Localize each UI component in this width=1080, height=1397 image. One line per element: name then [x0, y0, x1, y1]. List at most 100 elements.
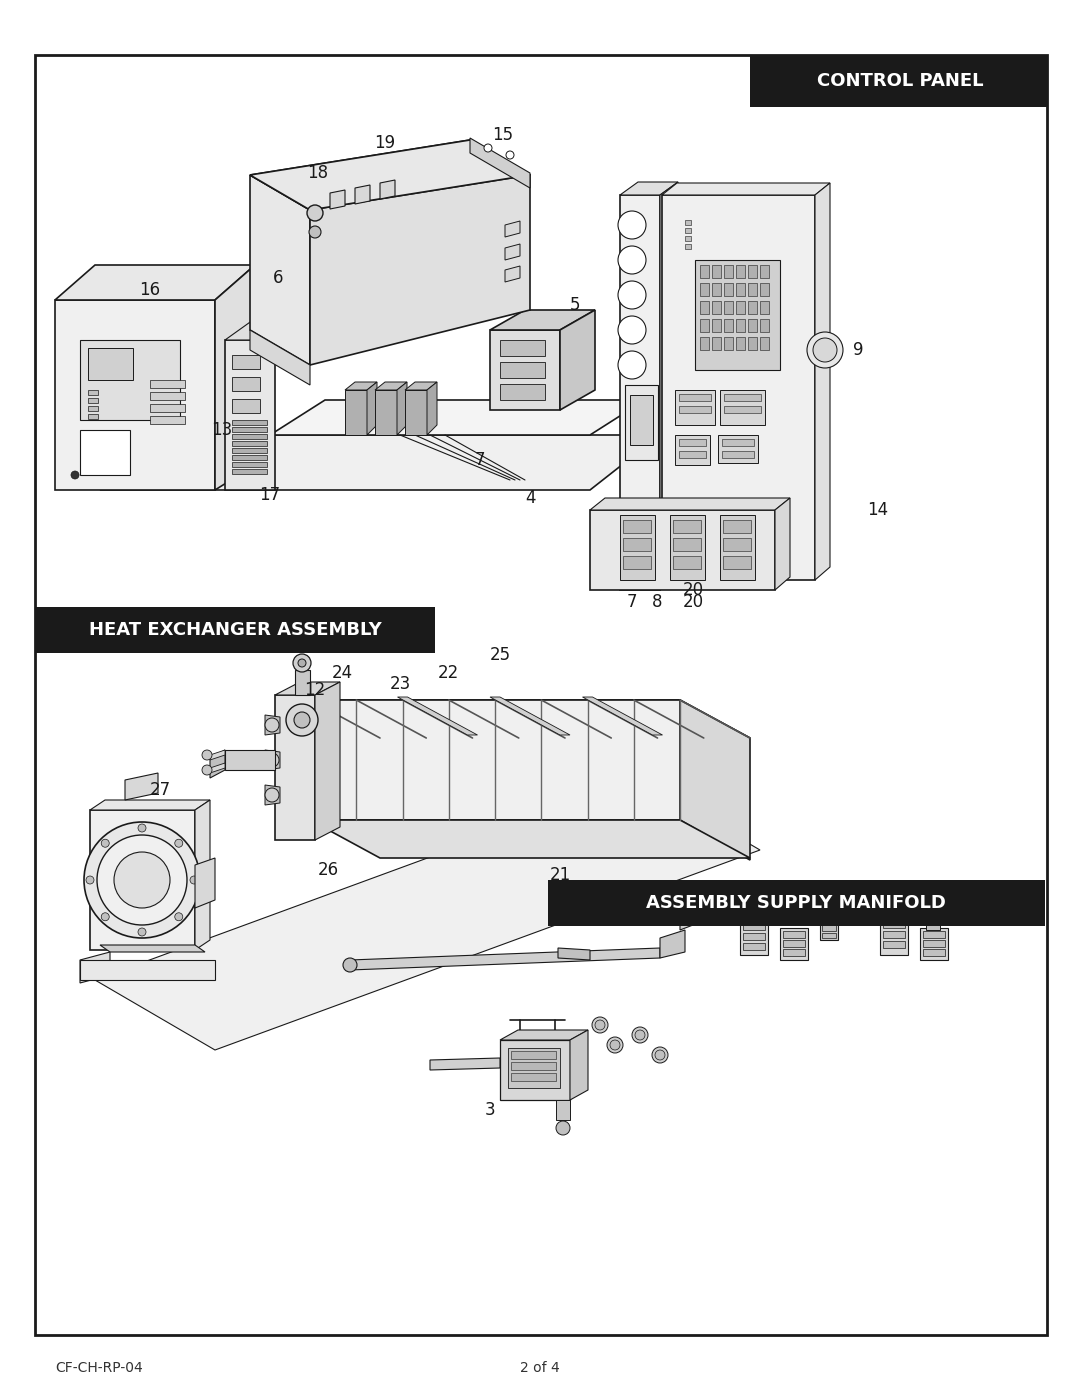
Bar — [700, 284, 708, 296]
Text: 7: 7 — [475, 451, 485, 469]
Polygon shape — [500, 1030, 588, 1039]
Polygon shape — [696, 260, 780, 370]
Circle shape — [507, 151, 514, 159]
Circle shape — [175, 912, 183, 921]
Text: 19: 19 — [375, 134, 395, 152]
Circle shape — [607, 1037, 623, 1053]
Bar — [150, 380, 185, 388]
Polygon shape — [195, 858, 215, 908]
Polygon shape — [561, 310, 595, 409]
Text: 21: 21 — [550, 866, 570, 884]
Bar — [87, 407, 98, 411]
Polygon shape — [556, 1099, 570, 1120]
Polygon shape — [590, 510, 775, 590]
Polygon shape — [265, 750, 280, 770]
Polygon shape — [680, 888, 693, 930]
Text: HEAT EXCHANGER ASSEMBLY: HEAT EXCHANGER ASSEMBLY — [89, 622, 381, 638]
Text: 5: 5 — [570, 296, 580, 314]
Circle shape — [265, 788, 279, 802]
Bar — [500, 339, 545, 356]
Polygon shape — [310, 700, 750, 738]
Polygon shape — [375, 381, 407, 390]
Polygon shape — [210, 750, 225, 778]
Polygon shape — [926, 915, 940, 930]
Circle shape — [307, 205, 323, 221]
Text: 20: 20 — [683, 592, 703, 610]
Circle shape — [86, 876, 94, 884]
Polygon shape — [80, 951, 110, 983]
Polygon shape — [195, 800, 210, 950]
Polygon shape — [100, 944, 205, 951]
Text: CF-CH-RP-04: CF-CH-RP-04 — [55, 1361, 143, 1375]
Circle shape — [556, 1120, 570, 1134]
Bar — [748, 337, 757, 351]
Text: 26: 26 — [318, 861, 338, 879]
Polygon shape — [815, 183, 831, 580]
Polygon shape — [620, 196, 660, 590]
Polygon shape — [680, 700, 750, 861]
Circle shape — [71, 471, 79, 479]
Bar — [883, 942, 905, 949]
Bar — [87, 414, 98, 419]
Bar — [679, 394, 711, 401]
Bar — [723, 520, 751, 534]
Circle shape — [618, 211, 646, 239]
Circle shape — [813, 338, 837, 362]
Polygon shape — [367, 381, 377, 434]
Polygon shape — [345, 381, 377, 390]
Text: CONTROL PANEL: CONTROL PANEL — [816, 73, 983, 89]
Polygon shape — [427, 381, 437, 434]
Polygon shape — [249, 330, 310, 386]
Bar — [700, 300, 708, 314]
Polygon shape — [249, 175, 310, 365]
Polygon shape — [920, 928, 948, 960]
Polygon shape — [249, 140, 530, 210]
Polygon shape — [350, 949, 660, 970]
Bar — [712, 300, 721, 314]
Circle shape — [265, 718, 279, 732]
Circle shape — [618, 281, 646, 309]
Bar — [87, 398, 98, 402]
Polygon shape — [225, 339, 275, 490]
Text: 16: 16 — [139, 281, 161, 299]
Polygon shape — [397, 381, 407, 434]
Circle shape — [618, 316, 646, 344]
Bar — [700, 265, 708, 278]
Bar — [500, 384, 545, 400]
Text: 23: 23 — [390, 675, 410, 693]
Text: 15: 15 — [492, 126, 514, 144]
Circle shape — [592, 1017, 608, 1032]
Bar — [232, 377, 260, 391]
Text: 14: 14 — [867, 502, 889, 520]
Bar — [511, 1073, 556, 1081]
Bar — [712, 265, 721, 278]
Polygon shape — [210, 750, 225, 760]
Bar — [685, 244, 691, 249]
Polygon shape — [662, 183, 831, 196]
Bar — [700, 319, 708, 332]
Text: 22: 22 — [437, 664, 459, 682]
Circle shape — [138, 928, 146, 936]
Bar — [760, 319, 769, 332]
Bar — [743, 933, 765, 940]
Circle shape — [114, 852, 170, 908]
Bar — [748, 319, 757, 332]
Bar — [783, 930, 805, 937]
Circle shape — [343, 958, 357, 972]
Circle shape — [654, 1051, 665, 1060]
Polygon shape — [405, 381, 437, 390]
Text: 8: 8 — [651, 592, 662, 610]
Polygon shape — [630, 395, 653, 446]
Bar — [783, 949, 805, 956]
Bar — [724, 300, 733, 314]
Text: 27: 27 — [149, 781, 171, 799]
Text: 28: 28 — [252, 638, 272, 657]
Bar — [735, 337, 745, 351]
Polygon shape — [888, 905, 900, 921]
Circle shape — [807, 332, 843, 367]
Polygon shape — [662, 196, 815, 580]
Polygon shape — [490, 310, 595, 330]
Text: 13: 13 — [212, 420, 232, 439]
Polygon shape — [55, 300, 215, 490]
Circle shape — [102, 840, 109, 847]
